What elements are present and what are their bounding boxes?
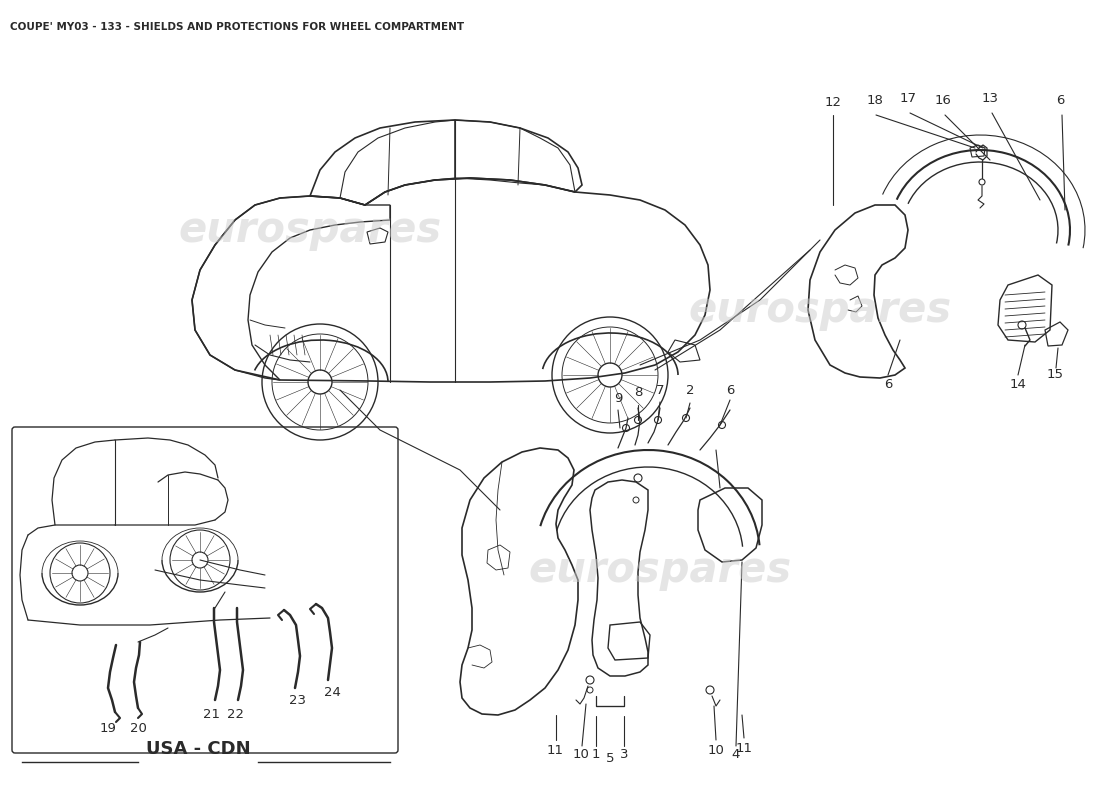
Text: 13: 13 bbox=[981, 91, 999, 105]
Text: 20: 20 bbox=[130, 722, 146, 734]
Text: 10: 10 bbox=[707, 743, 725, 757]
Text: 11: 11 bbox=[736, 742, 752, 754]
Text: eurospares: eurospares bbox=[689, 289, 952, 331]
Text: 19: 19 bbox=[100, 722, 117, 734]
Text: 24: 24 bbox=[323, 686, 340, 698]
Text: 6: 6 bbox=[1056, 94, 1064, 106]
Text: 17: 17 bbox=[900, 91, 916, 105]
Text: 4: 4 bbox=[732, 749, 740, 762]
Text: 21: 21 bbox=[204, 709, 220, 722]
Text: eurospares: eurospares bbox=[178, 209, 441, 251]
Text: 8: 8 bbox=[634, 386, 642, 399]
Text: COUPE' MY03 - 133 - SHIELDS AND PROTECTIONS FOR WHEEL COMPARTMENT: COUPE' MY03 - 133 - SHIELDS AND PROTECTI… bbox=[10, 22, 464, 32]
Text: 6: 6 bbox=[726, 383, 734, 397]
Text: 9: 9 bbox=[614, 391, 623, 405]
Text: 23: 23 bbox=[289, 694, 307, 706]
Text: 18: 18 bbox=[867, 94, 883, 106]
Text: eurospares: eurospares bbox=[528, 549, 792, 591]
Text: 12: 12 bbox=[825, 95, 842, 109]
Text: 6: 6 bbox=[883, 378, 892, 391]
Text: 3: 3 bbox=[619, 749, 628, 762]
Text: 10: 10 bbox=[573, 749, 590, 762]
Text: 11: 11 bbox=[547, 743, 563, 757]
Text: 1: 1 bbox=[592, 749, 601, 762]
Text: 7: 7 bbox=[656, 383, 664, 397]
Text: 2: 2 bbox=[685, 383, 694, 397]
Text: 5: 5 bbox=[606, 751, 614, 765]
Text: 16: 16 bbox=[935, 94, 952, 106]
Text: 14: 14 bbox=[1010, 378, 1026, 391]
Text: USA - CDN: USA - CDN bbox=[145, 740, 251, 758]
Text: 22: 22 bbox=[228, 709, 244, 722]
Text: 15: 15 bbox=[1046, 369, 1064, 382]
